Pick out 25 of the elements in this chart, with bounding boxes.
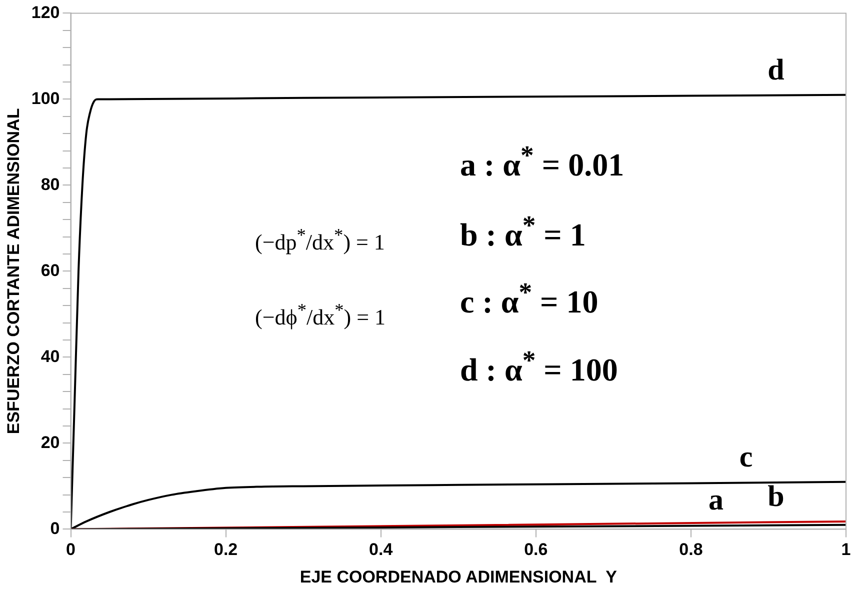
annotation: c : α$^{*}$ = 10 (460, 277, 598, 321)
x-tick-label: 0.6 (524, 540, 548, 560)
series-label: c (739, 440, 753, 474)
y-tick-label: 120 (31, 2, 60, 22)
x-axis-title: EJE COORDENADO ADIMENSIONAL Y (300, 567, 618, 586)
y-tick-label: 20 (40, 432, 60, 452)
annotation: (−dp$^{*}$/dx$^{*}$) = 1 (255, 225, 385, 256)
y-axis-title: ESFUERZO CORTANTE ADIMENSIONAL (4, 108, 23, 434)
series-label: d (768, 54, 785, 87)
x-tick-label: 0.4 (369, 540, 394, 560)
x-tick-label: 1 (841, 540, 851, 560)
x-tick-label: 0.8 (679, 540, 703, 560)
y-tick-label: 0 (50, 518, 60, 538)
annotation: (−dϕ$^{*}$/dx$^{*}$) = 1 (255, 300, 386, 330)
series-label: b (768, 480, 784, 514)
x-tick-label: 0 (66, 540, 76, 560)
x-tick-label: 0.2 (214, 540, 238, 560)
y-tick-label: 100 (31, 88, 60, 108)
y-tick-label: 60 (40, 260, 60, 280)
y-tick-label: 40 (40, 346, 60, 366)
annotation: b : α$^{*}$ = 1 (460, 210, 586, 254)
annotation: d : α$^{*}$ = 100 (460, 345, 618, 389)
annotation: a : α$^{*}$ = 0.01 (460, 140, 624, 184)
y-tick-label: 80 (40, 174, 60, 194)
series-label: a (708, 484, 724, 517)
